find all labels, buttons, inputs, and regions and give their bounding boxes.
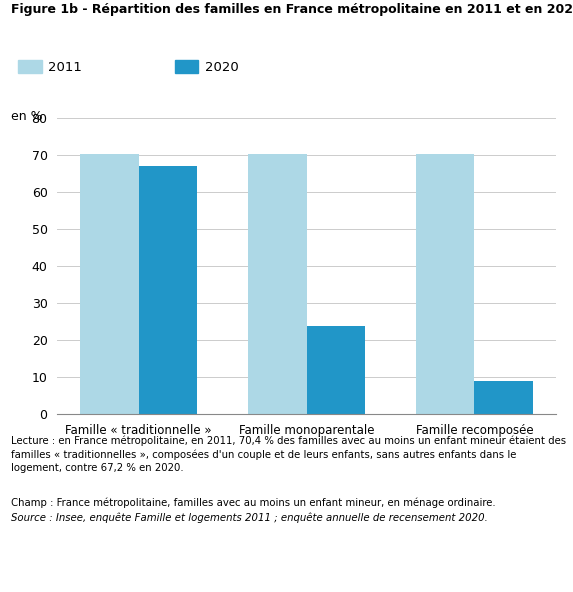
- Bar: [80, 154, 139, 414]
- Bar: [474, 381, 533, 414]
- Bar: [139, 166, 198, 414]
- Text: en %: en %: [11, 110, 43, 123]
- Text: Champ : France métropolitaine, familles avec au moins un enfant mineur, en ménag: Champ : France métropolitaine, familles …: [11, 497, 496, 508]
- Legend: 2011, 2020: 2011, 2020: [18, 60, 239, 73]
- Text: Figure 1b - Répartition des familles en France métropolitaine en 2011 et en 2020: Figure 1b - Répartition des familles en …: [11, 3, 573, 16]
- Text: Lecture : en France métropolitaine, en 2011, 70,4 % des familles avec au moins u: Lecture : en France métropolitaine, en 2…: [11, 435, 567, 473]
- Bar: [415, 154, 474, 414]
- Text: Source : Insee, enquête Famille et logements 2011 ; enquête annuelle de recensem: Source : Insee, enquête Famille et logem…: [11, 512, 488, 523]
- Bar: [307, 326, 366, 414]
- Bar: [248, 154, 307, 414]
